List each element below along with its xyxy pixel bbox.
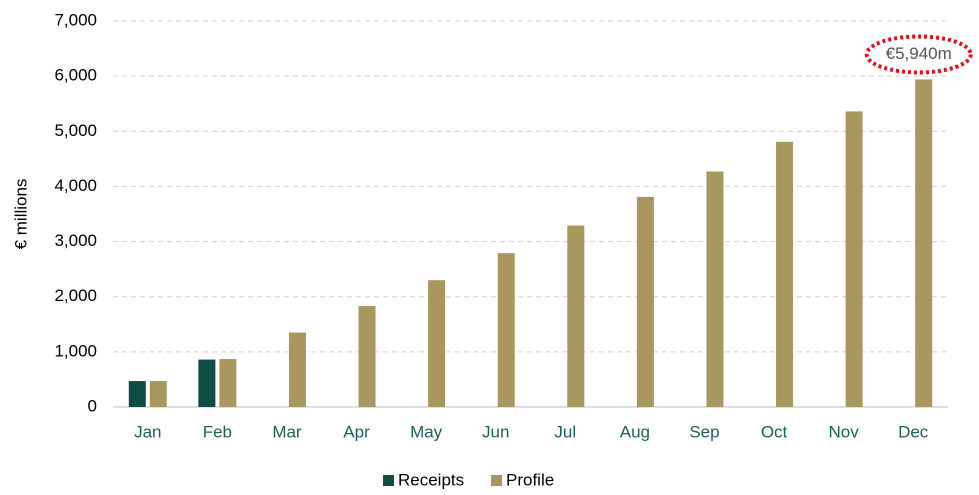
- bar: [845, 111, 863, 407]
- bar: [428, 280, 446, 407]
- y-tick-label: 6,000: [54, 66, 97, 85]
- x-tick-label: Feb: [203, 422, 232, 441]
- y-tick-label: 7,000: [54, 10, 97, 29]
- x-tick-label: May: [410, 422, 443, 441]
- x-tick-label: Aug: [620, 422, 650, 441]
- bar: [706, 171, 724, 407]
- x-tick-label: Sep: [689, 422, 719, 441]
- x-tick-label: Jul: [554, 422, 576, 441]
- x-tick-label: Jun: [482, 422, 509, 441]
- bar: [915, 79, 933, 408]
- bar: [636, 196, 654, 407]
- x-tick-label: Dec: [898, 422, 929, 441]
- y-tick-label: 2,000: [54, 286, 97, 305]
- y-tick-label: 5,000: [54, 121, 97, 140]
- legend-label: Profile: [506, 470, 554, 489]
- y-axis-label: € millions: [11, 179, 30, 250]
- bar: [219, 359, 237, 407]
- bar: [776, 141, 794, 407]
- legend-swatch: [491, 475, 502, 486]
- bar: [149, 381, 167, 407]
- y-tick-label: 3,000: [54, 231, 97, 250]
- legend-label: Receipts: [398, 470, 464, 489]
- bar: [288, 332, 306, 407]
- bar: [128, 381, 146, 407]
- bar: [358, 306, 376, 407]
- x-tick-label: Apr: [343, 422, 370, 441]
- y-tick-label: 1,000: [54, 341, 97, 360]
- x-tick-label: Mar: [272, 422, 302, 441]
- x-tick-label: Oct: [761, 422, 788, 441]
- data-label: €5,940m: [886, 44, 952, 63]
- bar: [497, 253, 515, 407]
- legend-swatch: [383, 475, 394, 486]
- x-tick-label: Nov: [829, 422, 860, 441]
- annotation-circle: [864, 34, 973, 75]
- y-tick-label: 0: [88, 396, 97, 415]
- x-tick-label: Jan: [134, 422, 161, 441]
- y-tick-label: 4,000: [54, 176, 97, 195]
- bar: [198, 359, 216, 407]
- bar: [567, 225, 585, 407]
